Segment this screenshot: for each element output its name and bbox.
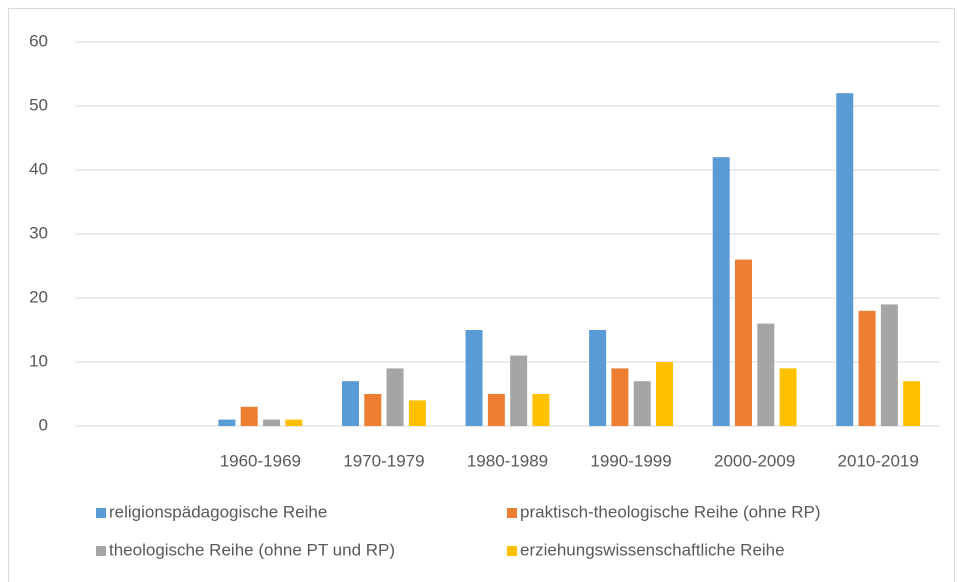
bar: [408, 400, 426, 426]
legend-swatch: [96, 508, 106, 518]
bar: [510, 355, 528, 426]
bar: [386, 368, 404, 426]
legend-label: erziehungswissenschaftliche Reihe: [520, 540, 785, 559]
x-tick-label: 2010-2019: [838, 451, 919, 470]
bar: [656, 362, 674, 426]
legend-label: theologische Reihe (ohne PT und RP): [109, 540, 395, 559]
bar: [240, 406, 258, 426]
legend-label: praktisch-theologische Reihe (ohne RP): [520, 502, 821, 521]
bar: [589, 330, 607, 426]
bar: [341, 381, 359, 426]
bar: [734, 259, 752, 426]
legend-label: religionspädagogische Reihe: [109, 502, 327, 521]
x-tick-label: 1990-1999: [590, 451, 671, 470]
bar: [218, 419, 236, 426]
y-tick-label: 0: [39, 415, 48, 434]
bar: [611, 368, 629, 426]
y-tick-label: 30: [29, 223, 48, 242]
bar: [880, 304, 898, 426]
bar: [465, 330, 483, 426]
bar: [712, 157, 730, 426]
bar: [757, 323, 775, 426]
x-tick-label: 1960-1969: [220, 451, 301, 470]
y-tick-label: 20: [29, 287, 48, 306]
legend-swatch: [96, 546, 106, 556]
x-tick-label: 1980-1989: [467, 451, 548, 470]
bar: [903, 381, 921, 426]
legend-swatch: [507, 546, 517, 556]
legend-swatch: [507, 508, 517, 518]
bar: [532, 394, 550, 426]
y-tick-label: 10: [29, 351, 48, 370]
bar: [858, 310, 876, 426]
x-tick-label: 2000-2009: [714, 451, 795, 470]
bar: [633, 381, 651, 426]
bar: [364, 394, 382, 426]
bar: [836, 93, 854, 426]
bar: [285, 419, 303, 426]
y-tick-label: 60: [29, 31, 48, 50]
y-tick-label: 40: [29, 159, 48, 178]
y-tick-label: 50: [29, 95, 48, 114]
bar: [263, 419, 281, 426]
chart-border: [8, 8, 955, 582]
bar: [487, 394, 505, 426]
x-tick-label: 1970-1979: [343, 451, 424, 470]
bar: [779, 368, 797, 426]
